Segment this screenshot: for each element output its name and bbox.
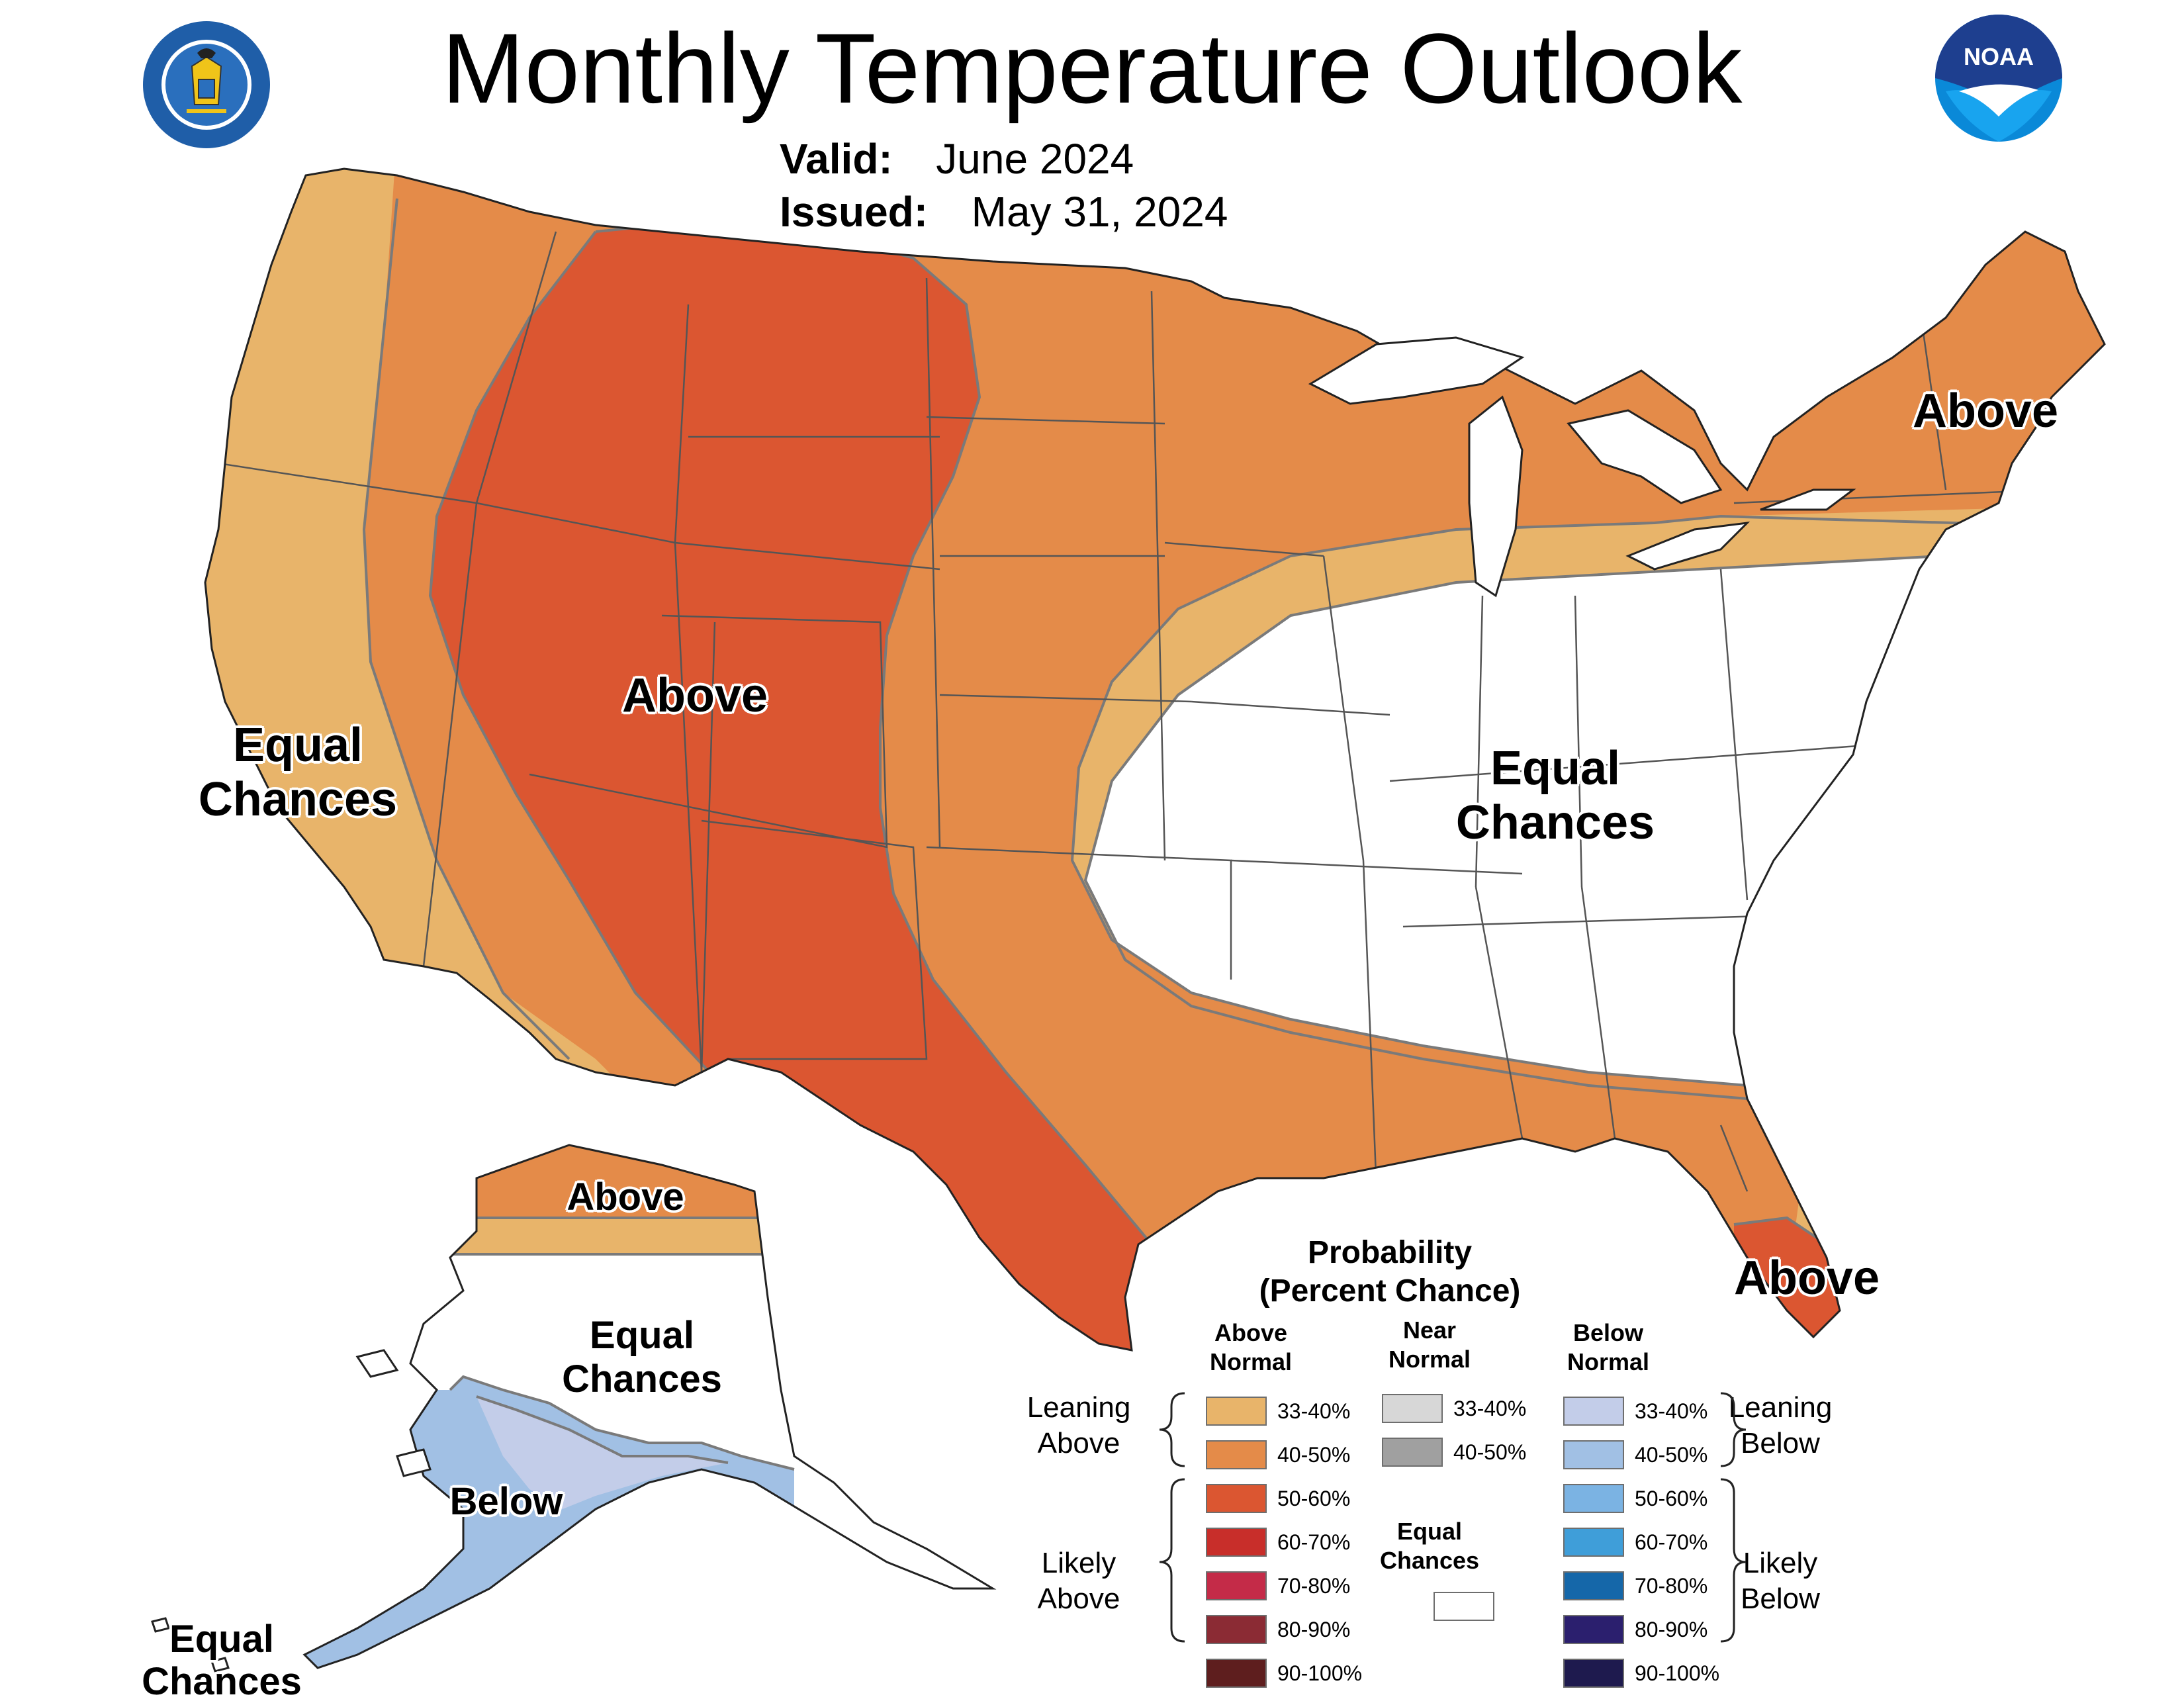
legend-leaning-above-line1: Leaning <box>1026 1391 1131 1424</box>
legend-col-below-normal: Below Normal <box>1542 1318 1674 1377</box>
swatch-below-90-100 <box>1563 1659 1624 1688</box>
legend-title-line2: (Percent Chance) <box>1259 1273 1521 1309</box>
pct-below-40-50: 40-50% <box>1635 1443 1708 1467</box>
legend-col-above-normal: Above Normal <box>1185 1318 1317 1377</box>
pct-near-40-50: 40-50% <box>1453 1440 1527 1464</box>
legend-likely-below-line1: Likely <box>1743 1547 1818 1579</box>
issued-label: Issued: <box>780 188 929 236</box>
pct-above-90-100: 90-100% <box>1277 1661 1363 1685</box>
label-west-above: Above <box>621 669 768 722</box>
legend-leaning-above: Leaning Above <box>1013 1390 1145 1461</box>
legend-likely-below: Likely Below <box>1707 1545 1853 1617</box>
pct-above-80-90: 80-90% <box>1277 1618 1351 1641</box>
pct-below-70-80: 70-80% <box>1635 1574 1708 1598</box>
swatch-below-40-50 <box>1563 1440 1624 1469</box>
issued-row: Issued: May 31, 2024 <box>780 185 1228 238</box>
label-west-equal-chances: Equal Chances <box>172 718 424 827</box>
label-east-ec-line2: Chances <box>1455 796 1655 849</box>
valid-row: Valid: June 2024 <box>780 132 1134 185</box>
legend-equal-chances-line1: Equal <box>1396 1518 1462 1545</box>
swatch-above-60-70 <box>1206 1528 1267 1557</box>
swatch-above-70-80 <box>1206 1571 1267 1600</box>
legend-col-below-line1: Below <box>1572 1319 1643 1346</box>
pct-above-33-40: 33-40% <box>1277 1399 1351 1423</box>
legend-col-near-normal: Near Normal <box>1363 1316 1496 1374</box>
swatch-below-33-40 <box>1563 1397 1624 1426</box>
legend: Probability (Percent Chance) Above Norma… <box>993 1231 1853 1688</box>
swatch-above-33-40 <box>1206 1397 1267 1426</box>
legend-equal-chances-line2: Chances <box>1379 1547 1480 1574</box>
swatch-above-90-100 <box>1206 1659 1267 1688</box>
legend-col-near-line1: Near <box>1402 1316 1457 1344</box>
legend-title-line1: Probability <box>1307 1235 1473 1270</box>
swatch-equal-chances <box>1433 1592 1494 1621</box>
alaska-leaning-below-33-40 <box>477 1397 728 1509</box>
label-alaska-above: Above <box>567 1175 684 1219</box>
valid-value: June 2024 <box>936 135 1134 183</box>
pct-below-80-90: 80-90% <box>1635 1618 1708 1641</box>
legend-leaning-below-line1: Leaning <box>1728 1391 1833 1424</box>
legend-braces <box>1159 1392 1747 1643</box>
legend-leaning-above-line2: Above <box>1037 1427 1120 1459</box>
pct-above-40-50: 40-50% <box>1277 1443 1351 1467</box>
legend-likely-above-line2: Above <box>1037 1583 1120 1615</box>
great-lakes <box>1308 336 1856 598</box>
legend-likely-above: Likely Above <box>1013 1545 1145 1617</box>
swatch-below-60-70 <box>1563 1528 1624 1557</box>
alaska-contours <box>449 1217 795 1471</box>
legend-likely-below-line2: Below <box>1741 1583 1820 1615</box>
legend-leaning-below: Leaning Below <box>1707 1390 1853 1461</box>
pct-below-33-40: 33-40% <box>1635 1399 1708 1423</box>
pct-below-50-60: 50-60% <box>1635 1487 1708 1510</box>
swatch-near-33-40 <box>1382 1394 1443 1423</box>
pct-above-50-60: 50-60% <box>1277 1487 1351 1510</box>
swatch-above-80-90 <box>1206 1615 1267 1644</box>
alaska-coastline <box>302 1144 997 1669</box>
swatch-near-40-50 <box>1382 1438 1443 1467</box>
label-west-ec-line1: Equal <box>232 719 363 772</box>
conus-coastline <box>204 167 2106 1352</box>
swatch-below-70-80 <box>1563 1571 1624 1600</box>
swatch-below-80-90 <box>1563 1615 1624 1644</box>
label-alaska-ec-line1: Equal <box>590 1314 694 1357</box>
pct-above-60-70: 60-70% <box>1277 1530 1351 1554</box>
label-alaska-ec-line2: Chances <box>562 1358 722 1401</box>
label-east-equal-chances: Equal Chances <box>1430 741 1681 850</box>
legend-equal-chances: Equal Chances <box>1363 1517 1496 1575</box>
legend-leaning-below-line2: Below <box>1741 1427 1820 1459</box>
legend-title: Probability (Percent Chance) <box>1231 1234 1549 1311</box>
legend-col-near-line2: Normal <box>1388 1346 1471 1373</box>
label-aleutian-ec-line1: Equal <box>169 1618 274 1661</box>
pct-below-90-100: 90-100% <box>1635 1661 1720 1685</box>
legend-likely-above-line1: Likely <box>1041 1547 1116 1579</box>
legend-col-below-line2: Normal <box>1567 1348 1650 1375</box>
swatch-above-40-50 <box>1206 1440 1267 1469</box>
noaa-logo: NOAA <box>1935 15 2062 142</box>
issued-value: May 31, 2024 <box>971 188 1228 236</box>
label-aleutian-equal-chances: Equal Chances <box>119 1618 324 1703</box>
label-west-ec-line2: Chances <box>198 773 398 826</box>
pct-above-70-80: 70-80% <box>1277 1574 1351 1598</box>
commerce-seal-logo <box>143 21 270 148</box>
noaa-text: NOAA <box>1964 43 2034 70</box>
alaska-islands <box>151 1349 432 1673</box>
label-aleutian-ec-line2: Chances <box>142 1660 302 1703</box>
legend-col-above-line2: Normal <box>1209 1348 1293 1375</box>
region-likely-above-50-60-west <box>430 225 1191 1350</box>
pct-near-33-40: 33-40% <box>1453 1397 1527 1420</box>
swatch-below-50-60 <box>1563 1484 1624 1513</box>
legend-col-above-line1: Above <box>1214 1319 1288 1346</box>
valid-label: Valid: <box>780 135 893 183</box>
label-northeast-above: Above <box>1912 385 2059 437</box>
label-florida-above: Above <box>1733 1252 1880 1305</box>
label-alaska-below: Below <box>449 1480 563 1523</box>
label-east-ec-line1: Equal <box>1490 742 1621 795</box>
pct-below-60-70: 60-70% <box>1635 1530 1708 1554</box>
label-alaska-equal-chances: Equal Chances <box>536 1314 748 1401</box>
page-title: Monthly Temperature Outlook <box>441 13 1743 124</box>
swatch-above-50-60 <box>1206 1484 1267 1513</box>
